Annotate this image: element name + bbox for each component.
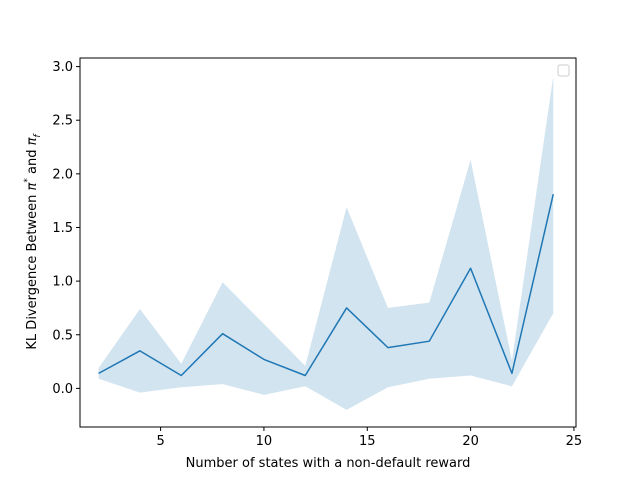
x-tick-label: 25	[566, 434, 583, 449]
y-tick-label: 0.0	[52, 382, 73, 397]
y-axis-label-pi-2: π	[25, 137, 40, 145]
y-tick-label: 1.5	[52, 221, 73, 236]
y-tick-label: 3.0	[52, 60, 73, 75]
y-axis-label-and: and	[25, 145, 40, 178]
y-tick-label: 0.5	[52, 328, 73, 343]
y-tick-label: 2.0	[52, 167, 73, 182]
y-tick-label: 1.0	[52, 275, 73, 290]
x-tick-label: 5	[156, 434, 164, 449]
x-tick-label: 10	[256, 434, 273, 449]
y-axis-label-prefix: KL Divergence Between	[25, 190, 40, 349]
legend-box	[558, 65, 569, 76]
y-axis-label-pi: π	[25, 182, 40, 190]
y-tick-label: 2.5	[52, 114, 73, 129]
x-tick-label: 15	[359, 434, 376, 449]
x-axis-label: Number of states with a non-default rewa…	[186, 456, 471, 471]
x-tick-label: 20	[462, 434, 479, 449]
